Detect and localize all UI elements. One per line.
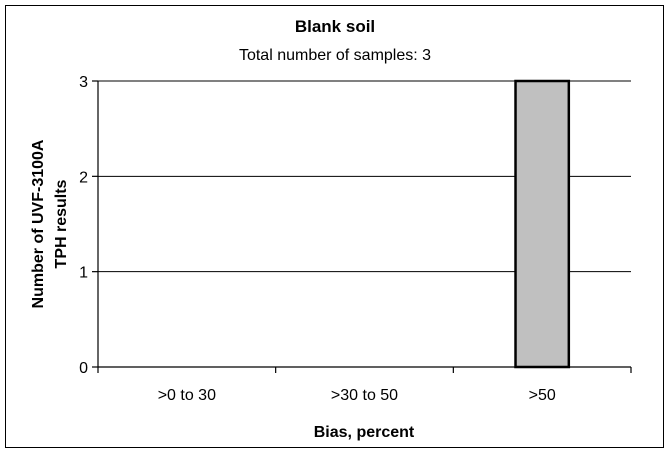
y-tick-label: 1 [79, 265, 88, 282]
y-tick-label: 2 [79, 169, 88, 186]
chart-subtitle: Total number of samples: 3 [239, 47, 431, 64]
y-tick-label: 0 [79, 360, 88, 377]
chart-title: Blank soil [295, 17, 375, 36]
y-axis-label-line-1: Number of UVF-3100A [30, 139, 47, 308]
x-tick-label: >30 to 50 [331, 387, 398, 404]
y-axis-label-line-2: TPH results [53, 179, 70, 268]
x-axis-label: Bias, percent [314, 424, 415, 441]
y-tick-label: 3 [79, 74, 88, 91]
x-tick-label: >0 to 30 [158, 387, 216, 404]
bar [514, 79, 571, 369]
x-tick-label: >50 [529, 387, 556, 404]
